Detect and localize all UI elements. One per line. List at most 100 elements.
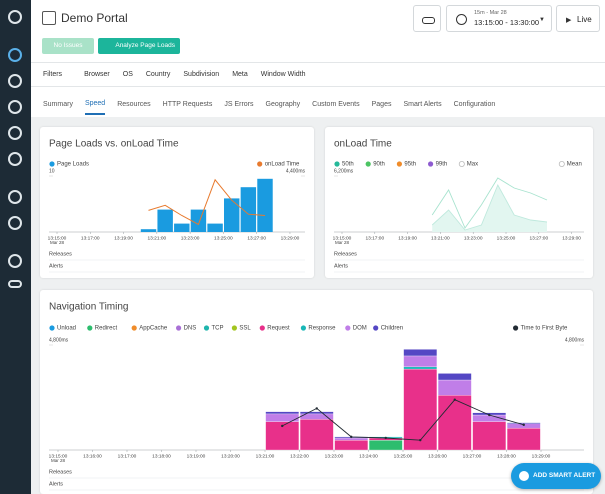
tab[interactable]: Resources: [117, 101, 151, 108]
portal-title: Demo Portal: [61, 11, 128, 25]
legend-swatch: [87, 325, 93, 331]
bar-segment: [437, 379, 472, 396]
tab[interactable]: Speed: [84, 100, 106, 115]
bar-segment: [403, 366, 438, 370]
line-point: [281, 424, 284, 428]
legend-swatch: [49, 161, 55, 167]
series-area: [432, 185, 547, 232]
bar: [207, 223, 223, 232]
filter-dropdown[interactable]: Window Width: [260, 70, 306, 78]
tab[interactable]: Summary: [43, 101, 73, 108]
x-tick-label: 13:25:00: [214, 235, 233, 241]
x-tick-label: 13:29:00: [281, 235, 300, 241]
nav-icon[interactable]: [8, 254, 22, 268]
x-tick-label: 13:23:00: [464, 235, 483, 241]
legend-label: 90th: [373, 162, 385, 168]
nav-icon[interactable]: [8, 48, 22, 62]
x-tick-label: 13:29:00: [532, 453, 551, 459]
legend-label: Unload: [57, 326, 76, 332]
bar-segment: [334, 437, 369, 441]
legend-swatch: [396, 161, 402, 167]
nav-icon[interactable]: [8, 152, 22, 166]
tab[interactable]: Custom Events: [312, 101, 360, 108]
legend-swatch: [176, 325, 182, 331]
legend-label: Redirect: [95, 326, 118, 332]
legend-label: 95th: [404, 162, 416, 168]
nav-icon[interactable]: [8, 190, 22, 204]
bar: [190, 209, 207, 232]
x-tick-label: 13:19:00: [187, 453, 206, 459]
x-date-label: Mar 28: [335, 240, 350, 245]
filter-dropdown[interactable]: Meta: [232, 70, 248, 78]
x-tick-label: 13:17:00: [81, 235, 100, 241]
legend-swatch: [558, 161, 565, 168]
status-button[interactable]: No Issues: [42, 38, 94, 54]
live-button[interactable]: ▶ Live: [556, 5, 600, 32]
nav-icon[interactable]: [8, 280, 22, 288]
filter-dropdown[interactable]: Country: [145, 70, 171, 78]
tab[interactable]: Geography: [265, 101, 301, 108]
row-label: Alerts: [49, 263, 63, 269]
filter-dropdown[interactable]: Subdivision: [183, 70, 220, 78]
row-label: Releases: [49, 469, 72, 475]
chart-card: Page Loads vs. onLoad Time Page Loads onLo…: [40, 127, 314, 278]
x-tick-label: 13:15:00: [333, 235, 352, 241]
chart-title: onLoad Time: [334, 139, 392, 150]
legend-swatch: [300, 325, 306, 331]
legend-label: SSL: [239, 326, 251, 332]
x-tick-label: 13:22:00: [290, 453, 309, 459]
legend-swatch: [259, 325, 265, 331]
add-alert-label: ADD SMART ALERT: [533, 472, 596, 479]
line-point: [488, 413, 491, 417]
bar-segment: [299, 411, 334, 415]
row-label: Alerts: [49, 481, 63, 487]
x-tick-label: 13:23:00: [325, 453, 344, 459]
tab[interactable]: Smart Alerts: [403, 101, 442, 108]
tab[interactable]: JS Errors: [224, 101, 254, 108]
x-tick-label: 13:29:00: [562, 235, 581, 241]
nav-icon[interactable]: [8, 74, 22, 88]
chart: Page Loads vs. onLoad Time Page Loads onLo…: [48, 139, 306, 273]
sidebar: [0, 0, 31, 494]
filter-dropdown[interactable]: OS: [122, 70, 133, 78]
x-tick-label: 13:27:00: [247, 235, 266, 241]
status-label: No Issues: [53, 42, 83, 49]
bar-segment: [437, 395, 472, 451]
link-button[interactable]: [413, 5, 441, 32]
x-tick-label: 13:24:00: [359, 453, 378, 459]
filter-dropdown[interactable]: Browser: [84, 70, 110, 78]
date-picker[interactable]: 15m - Mar 28 13:15:00 - 13:30:00 ▼: [446, 5, 552, 32]
divider: [31, 86, 605, 87]
y-tick-label: 4,800ms: [49, 337, 69, 343]
bar-segment: [472, 421, 507, 451]
x-tick-label: 13:19:00: [398, 235, 417, 241]
tab[interactable]: Pages: [371, 101, 392, 108]
x-tick-label: 13:27:00: [529, 235, 548, 241]
series-line: [431, 183, 548, 231]
y-tick-label: 4,400ms: [286, 168, 306, 174]
x-tick-label: 13:21:00: [147, 235, 166, 241]
tab[interactable]: Configuration: [453, 101, 496, 108]
row-label: Releases: [334, 251, 357, 257]
legend-swatch: [513, 325, 519, 331]
bar: [224, 198, 240, 232]
chart: Navigation Timing Unload Redirect AppCache D…: [49, 302, 585, 491]
logo[interactable]: [8, 10, 22, 24]
chart-card: onLoad Time 50th 90th 95th 99th Max Mean 6,200m…: [325, 127, 593, 278]
nav-icon[interactable]: [8, 100, 22, 114]
x-date-label: Mar 28: [50, 240, 65, 245]
chart: onLoad Time 50th 90th 95th 99th Max Mean 6,200m…: [333, 139, 584, 273]
tab[interactable]: HTTP Requests: [162, 101, 213, 108]
bar-segment: [403, 349, 438, 357]
chart-title: Page Loads vs. onLoad Time: [49, 139, 179, 150]
add-alert-button[interactable]: ADD SMART ALERT: [511, 463, 601, 489]
y-tick-label: 4,800ms: [565, 337, 585, 343]
legend-label: onLoad Time: [265, 162, 300, 168]
legend-label: AppCache: [139, 326, 168, 332]
series-line: [282, 399, 524, 441]
nav-icon[interactable]: [8, 126, 22, 140]
filter-label[interactable]: Filters: [43, 70, 63, 78]
nav-icon[interactable]: [8, 216, 22, 230]
analyze-button[interactable]: Analyze Page Loads: [98, 38, 180, 54]
